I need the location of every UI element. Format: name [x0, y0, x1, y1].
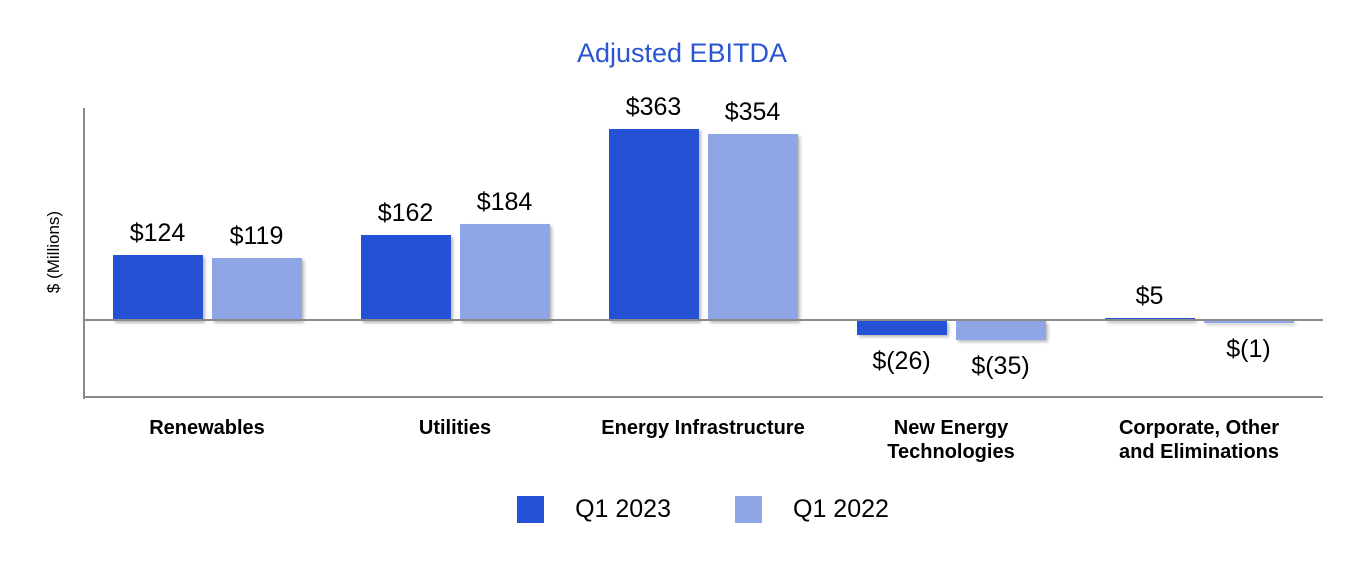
legend-swatch-q1-2022-icon: [735, 496, 762, 523]
bar-q1-2023-renewables: [112, 255, 203, 321]
legend-item-q1-2023: Q1 2023: [517, 495, 671, 524]
bar-q1-2023-new-energy-technologies: [856, 321, 947, 335]
legend-swatch-q1-2023-icon: [517, 496, 545, 523]
bar-value-label-q1-2022-renewables: $119: [229, 222, 284, 251]
bar-q1-2022-energy-infrastructure: [707, 133, 798, 321]
legend-label-q1-2022: Q1 2022: [793, 495, 889, 523]
category-label-new-energy-technologies: New Energy Technologies: [887, 417, 1015, 463]
bar-q1-2022-new-energy-technologies: [955, 321, 1046, 340]
legend: Q1 2023 Q1 2022: [83, 495, 1323, 524]
bar-q1-2022-renewables: [211, 258, 302, 321]
bar-value-label-q1-2023-energy-infrastructure: $363: [625, 93, 682, 121]
bar-value-label-q1-2022-utilities: $184: [476, 187, 533, 216]
bar-q1-2022-corporate-other-and-eliminations: [1203, 321, 1294, 323]
bar-value-label-q1-2022-new-energy-technologies: $(35): [971, 351, 1030, 380]
category-label-energy-infrastructure: Energy Infrastructure: [601, 417, 805, 439]
bar-q1-2023-energy-infrastructure: [608, 129, 699, 321]
y-axis-label: $ (Millions): [44, 210, 63, 294]
x-axis-line: [83, 396, 1323, 398]
y-axis-line: [83, 108, 85, 399]
bar-value-label-q1-2022-corporate-other-and-eliminations: $(1): [1226, 335, 1271, 363]
zero-baseline: [83, 319, 1323, 321]
legend-label-q1-2023: Q1 2023: [575, 495, 671, 523]
bar-value-label-q1-2023-corporate-other-and-eliminations: $5: [1135, 282, 1164, 311]
bar-value-label-q1-2023-utilities: $162: [377, 199, 434, 228]
chart-title: Adjusted EBITDA: [576, 38, 788, 68]
category-label-renewables: Renewables: [149, 417, 265, 439]
category-label-corporate-other-and-eliminations: Corporate, Other and Eliminations: [1118, 417, 1280, 463]
bar-q1-2022-utilities: [459, 223, 550, 321]
bar-value-label-q1-2023-renewables: $124: [129, 219, 186, 248]
category-label-utilities: Utilities: [418, 417, 492, 439]
legend-item-q1-2022: Q1 2022: [735, 495, 889, 524]
bar-q1-2023-utilities: [360, 235, 451, 321]
bar-value-label-q1-2023-new-energy-technologies: $(26): [872, 346, 931, 375]
bar-value-label-q1-2022-energy-infrastructure: $354: [724, 97, 781, 126]
